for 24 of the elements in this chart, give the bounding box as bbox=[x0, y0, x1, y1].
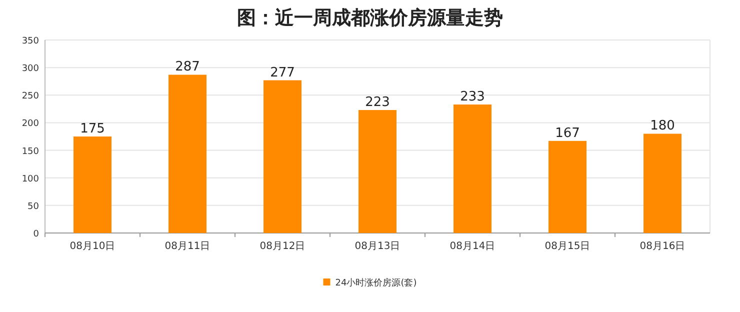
y-tick-label: 0 bbox=[33, 230, 40, 240]
y-tick-label: 250 bbox=[22, 92, 40, 102]
y-tick-label: 150 bbox=[22, 146, 40, 157]
y-tick-label: 100 bbox=[22, 174, 40, 184]
x-tick-label: 08月15日 bbox=[544, 241, 590, 252]
data-label: 167 bbox=[555, 126, 580, 141]
x-tick-label: 08月10日 bbox=[70, 241, 116, 252]
data-label: 233 bbox=[460, 90, 485, 105]
x-tick-label: 08月11日 bbox=[164, 241, 210, 252]
legend-label: 24小时涨价房源(套) bbox=[335, 278, 417, 288]
data-label: 180 bbox=[650, 118, 675, 134]
x-tick-label: 08月12日 bbox=[260, 241, 306, 252]
x-tick-label: 08月14日 bbox=[450, 241, 496, 252]
x-tick-label: 08月13日 bbox=[354, 241, 400, 252]
data-label: 277 bbox=[270, 65, 295, 80]
chart-title: 图：近一周成都涨价房源量走势 bbox=[237, 7, 503, 29]
y-tick-label: 200 bbox=[22, 119, 40, 130]
y-tick-label: 50 bbox=[28, 202, 40, 212]
y-tick-label: 300 bbox=[22, 64, 40, 74]
data-label: 223 bbox=[365, 95, 390, 110]
data-label: 287 bbox=[175, 60, 200, 75]
data-label: 175 bbox=[80, 122, 105, 136]
x-tick-label: 08月16日 bbox=[640, 241, 686, 252]
y-tick-label: 350 bbox=[22, 36, 40, 46]
